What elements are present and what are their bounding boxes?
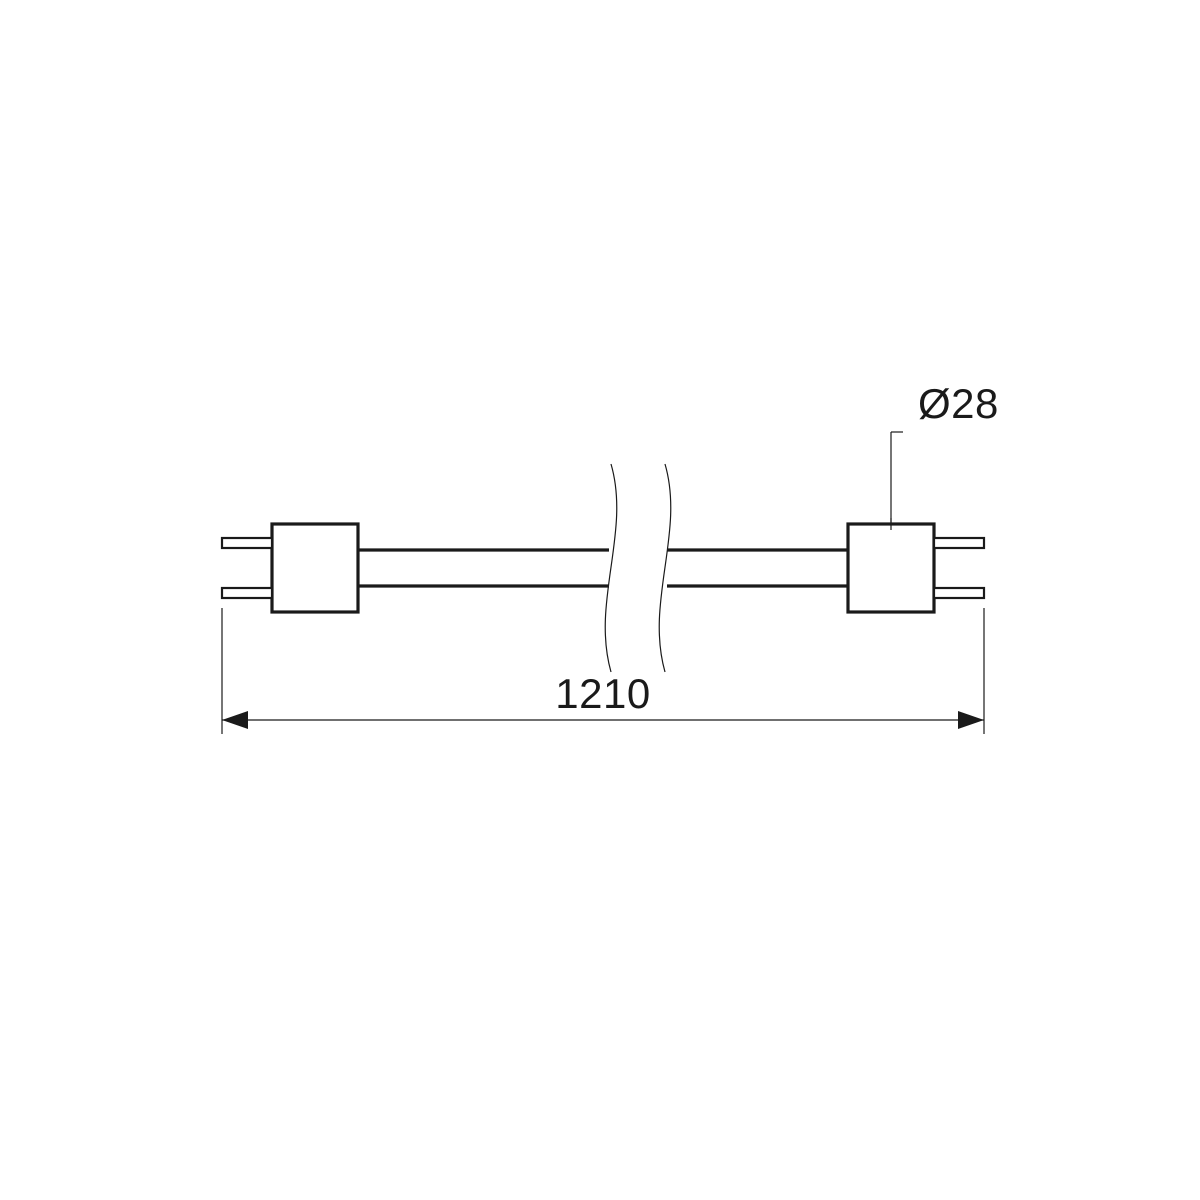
length-dimension-value: 1210 (555, 670, 650, 717)
diameter-dimension-value: Ø28 (918, 380, 999, 427)
technical-drawing: 1210 Ø28 (0, 0, 1200, 1200)
